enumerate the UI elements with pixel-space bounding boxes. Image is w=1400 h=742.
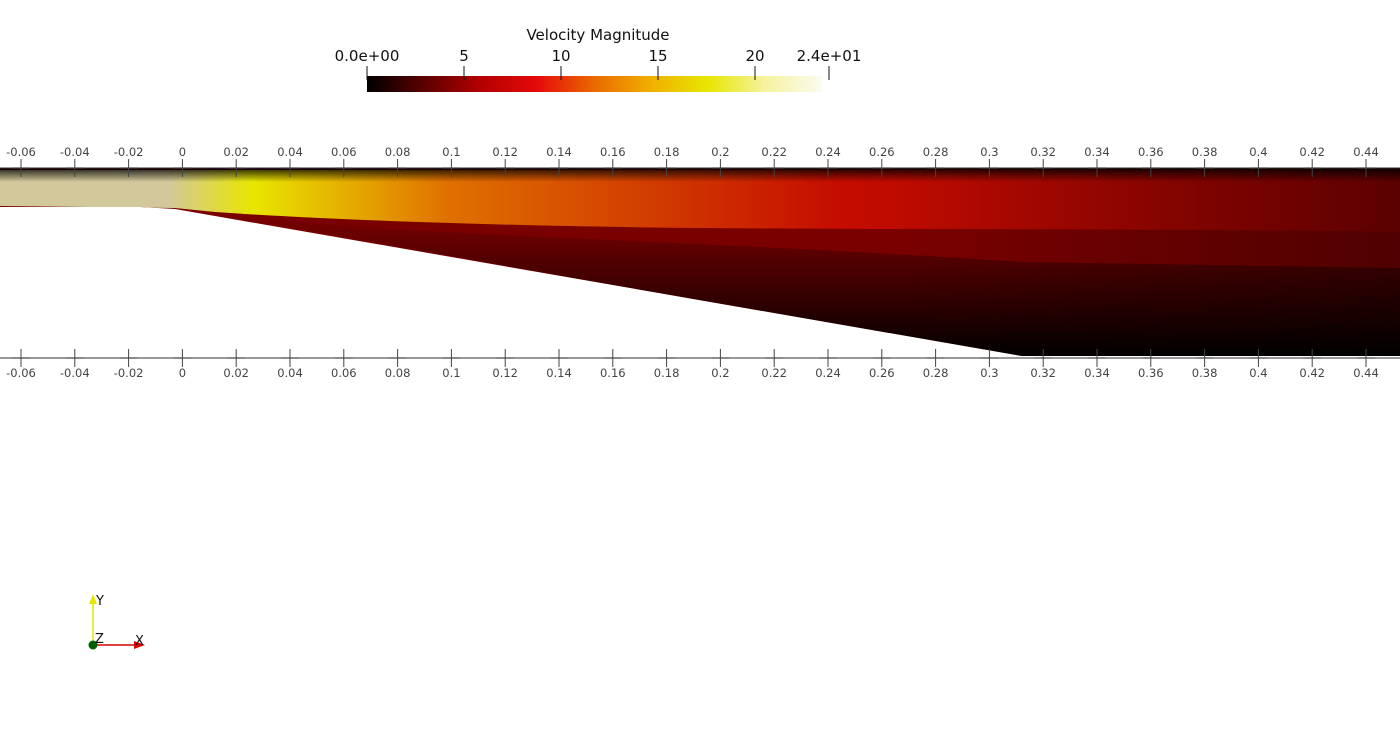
x-axis-arrowhead [134, 641, 145, 649]
ruler-tick-label: 0.2 [711, 145, 729, 159]
colorbar-tick-label: 0.0e+00 [335, 47, 400, 65]
ruler-tick-label: 0.3 [980, 145, 998, 159]
ruler-tick-label: 0.04 [277, 145, 303, 159]
ruler-tick-label: 0.1 [442, 366, 460, 380]
y-axis-label: Y [95, 594, 104, 609]
ruler-tick-label: 0 [179, 145, 186, 159]
ruler-tick-label: 0.34 [1084, 145, 1110, 159]
ruler-tick-label: 0.12 [492, 145, 518, 159]
ruler-tick-label: 0.04 [277, 366, 303, 380]
ruler-tick-label: 0.26 [869, 145, 895, 159]
ruler-tick-label: 0.44 [1353, 366, 1379, 380]
ruler-tick-label: 0.06 [331, 145, 357, 159]
ruler-tick-label: 0.42 [1299, 366, 1325, 380]
ruler-tick-label: 0.38 [1192, 145, 1218, 159]
colorbar-title: Velocity Magnitude [526, 26, 669, 44]
ruler-tick-label: 0.22 [761, 366, 787, 380]
orientation-axes[interactable]: Y Z X [88, 594, 146, 650]
ruler-tick-label: -0.06 [6, 145, 36, 159]
flow-domain [0, 168, 1400, 358]
ruler-tick-label: 0.32 [1030, 366, 1056, 380]
ruler-tick-label: 0.2 [711, 366, 729, 380]
z-axis-dot [88, 640, 98, 650]
ruler-tick-label: 0.36 [1138, 145, 1164, 159]
ruler-tick-label: -0.02 [114, 145, 144, 159]
colorbar-tick-label: 2.4e+01 [797, 47, 862, 65]
ruler-tick-label: -0.04 [60, 145, 90, 159]
colorbar-tick-label: 20 [745, 47, 764, 65]
ruler-top: -0.06 -0.04 -0.02 0 0.02 0.04 0.06 0.08 0.1 0.12 0… [6, 145, 1379, 177]
colorbar-ticks: 0.0e+00 5 10 15 20 2.4e+01 [335, 47, 862, 80]
colorbar-legend: Velocity Magnitude 0.0e+00 5 10 15 20 2.4e+01 [335, 26, 862, 92]
ruler-tick-label: 0.4 [1249, 145, 1267, 159]
ruler-tick-label: 0.3 [980, 366, 998, 380]
colorbar-bar [367, 76, 822, 92]
ruler-tick-label: 0.42 [1299, 145, 1325, 159]
ruler-tick-label: 0.16 [600, 145, 626, 159]
ruler-tick-label: 0.24 [815, 366, 841, 380]
ruler-tick-label: 0.08 [385, 145, 411, 159]
ruler-bottom: -0.06 -0.04 -0.02 0 0.02 0.04 0.06 0.08 0.1 0.12 0… [6, 349, 1379, 380]
ruler-tick-label: 0.16 [600, 366, 626, 380]
colorbar-tick-label: 5 [459, 47, 469, 65]
ruler-tick-label: 0.06 [331, 366, 357, 380]
ruler-tick-label: -0.06 [6, 366, 36, 380]
ruler-tick-label: 0.24 [815, 145, 841, 159]
colorbar-tick-label: 15 [648, 47, 667, 65]
outlet-shade [900, 168, 1400, 358]
ruler-tick-label: 0.22 [761, 145, 787, 159]
ruler-tick-label: 0.4 [1249, 366, 1267, 380]
ruler-tick-label: 0.02 [223, 366, 249, 380]
ruler-tick-label: 0.34 [1084, 366, 1110, 380]
ruler-tick-label: 0.14 [546, 366, 572, 380]
x-axis-label: X [135, 634, 144, 649]
ruler-tick-label: -0.02 [114, 366, 144, 380]
ruler-tick-label: 0.44 [1353, 145, 1379, 159]
ruler-tick-label: 0.28 [923, 366, 949, 380]
ruler-tick-label: 0.26 [869, 366, 895, 380]
ruler-tick-label: 0.02 [223, 145, 249, 159]
ruler-tick-label: 0.14 [546, 145, 572, 159]
ruler-tick-label: 0.38 [1192, 366, 1218, 380]
ruler-tick-label: 0.08 [385, 366, 411, 380]
ruler-tick-label: 0.12 [492, 366, 518, 380]
ruler-tick-label: -0.04 [60, 366, 90, 380]
ruler-tick-label: 0.36 [1138, 366, 1164, 380]
ruler-tick-label: 0 [179, 366, 186, 380]
ruler-tick-label: 0.28 [923, 145, 949, 159]
colorbar-tick-label: 10 [551, 47, 570, 65]
ruler-tick-label: 0.18 [654, 366, 680, 380]
ruler-tick-label: 0.18 [654, 145, 680, 159]
y-axis-arrowhead [89, 594, 97, 604]
ruler-tick-label: 0.32 [1030, 145, 1056, 159]
ruler-tick-label: 0.1 [442, 145, 460, 159]
z-axis-label: Z [95, 632, 104, 647]
